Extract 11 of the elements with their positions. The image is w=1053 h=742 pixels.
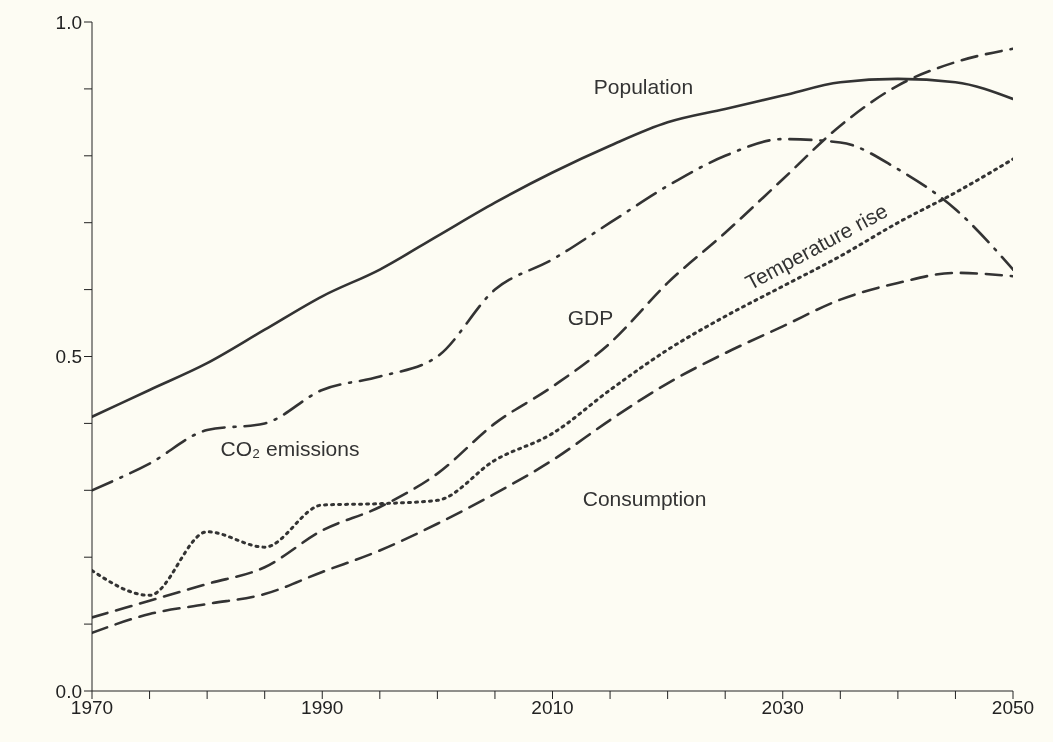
y-tick-label: 0.5 xyxy=(55,346,82,368)
x-tick-label: 2050 xyxy=(991,697,1035,719)
x-tick-label: 1990 xyxy=(301,697,344,719)
y-tick-label: 1.0 xyxy=(55,11,82,33)
x-tick-label: 2010 xyxy=(531,697,574,719)
series-label: Population xyxy=(593,75,694,99)
x-tick-label: 2030 xyxy=(761,697,804,719)
series-label: CO₂ emissions xyxy=(220,436,360,460)
series-label: Consumption xyxy=(582,486,707,510)
line-series xyxy=(92,47,1013,619)
series-label: GDP xyxy=(567,306,614,330)
